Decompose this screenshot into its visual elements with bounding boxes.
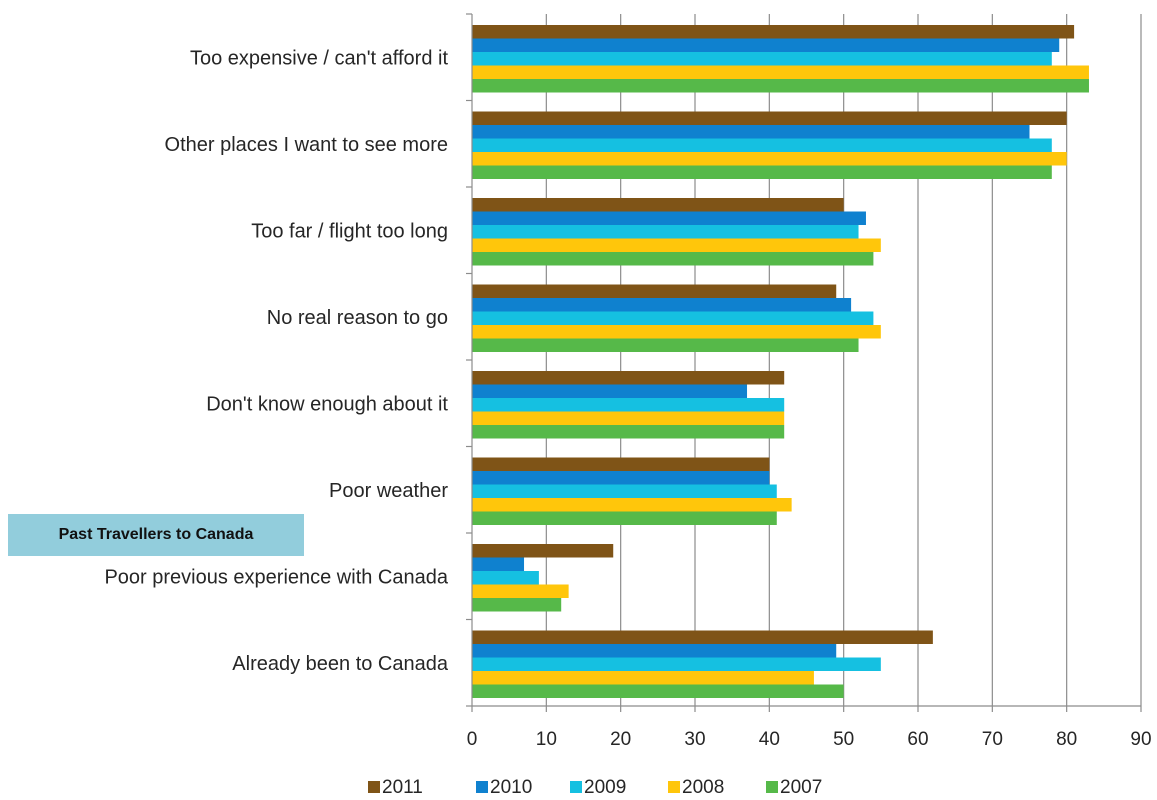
bar-2007 [472,338,859,352]
bar-2010 [472,557,525,571]
bar-2010 [472,38,1060,52]
x-tick-label: 20 [610,729,631,750]
legend: 2011 2010 2009 2008 2007 [368,777,822,798]
legend-label-2007: 2007 [780,777,822,798]
axes [466,13,1142,712]
bar-2007 [472,165,1052,179]
bar-2009 [472,52,1052,66]
category-label: No real reason to go [267,307,448,329]
bar-2011 [472,371,785,385]
bar-2011 [472,544,614,558]
bar-2008 [472,152,1067,166]
bar-2009 [472,657,881,671]
bar-2008 [472,325,881,339]
bar-2007 [472,425,785,439]
bar-2007 [472,684,844,698]
x-tick-label: 90 [1130,729,1151,750]
category-label: Too far / flight too long [251,220,448,242]
bar-2011 [472,284,837,298]
bar-2010 [472,644,837,658]
legend-label-2009: 2009 [584,777,626,798]
x-tick-label: 30 [684,729,705,750]
bar-2011 [472,198,844,212]
bar-2008 [472,671,814,685]
bar-2011 [472,630,933,644]
bar-2008 [472,65,1089,79]
x-tick-label: 80 [1056,729,1077,750]
bar-2011 [472,25,1075,39]
legend-label-2008: 2008 [682,777,724,798]
legend-swatch-2011 [368,781,380,793]
x-tick-label: 0 [467,729,478,750]
category-labels: Too expensive / can't afford it Other pla… [104,47,449,675]
category-label: Other places I want to see more [165,134,448,156]
x-tick-label: 70 [982,729,1003,750]
category-label: Don't know enough about it [206,393,448,415]
bar-2009 [472,398,785,412]
category-label: Too expensive / can't afford it [190,47,448,69]
bar-2007 [472,79,1089,93]
x-tick-labels: 0 10 20 30 40 50 60 70 80 90 [467,729,1152,750]
bar-2010 [472,125,1030,139]
bar-2009 [472,225,859,239]
category-label: Poor weather [329,480,448,502]
legend-swatch-2010 [476,781,488,793]
bar-2009 [472,484,777,498]
bar-2007 [472,252,874,266]
bar-2011 [472,111,1067,125]
bars [472,25,1089,698]
legend-swatch-2007 [766,781,778,793]
legend-label-2010: 2010 [490,777,532,798]
bar-2010 [472,384,748,398]
bar-2010 [472,471,770,485]
bar-2009 [472,311,874,325]
x-tick-label: 60 [907,729,928,750]
past-travellers-annotation: Past Travellers to Canada [8,514,304,556]
x-tick-label: 50 [833,729,854,750]
bar-2008 [472,238,881,252]
bar-2010 [472,298,852,312]
legend-swatch-2009 [570,781,582,793]
bar-2010 [472,211,866,225]
legend-swatch-2008 [668,781,680,793]
bar-2008 [472,411,785,425]
x-tick-label: 10 [536,729,557,750]
bar-2008 [472,498,792,512]
bar-2007 [472,598,562,612]
x-tick-label: 40 [759,729,780,750]
bar-2011 [472,457,770,471]
bar-2008 [472,584,569,598]
category-label: Already been to Canada [232,653,449,675]
bar-2009 [472,138,1052,152]
bar-2007 [472,511,777,525]
category-label: Poor previous experience with Canada [104,566,448,588]
bar-2009 [472,571,539,585]
legend-label-2011: 2011 [382,777,423,798]
